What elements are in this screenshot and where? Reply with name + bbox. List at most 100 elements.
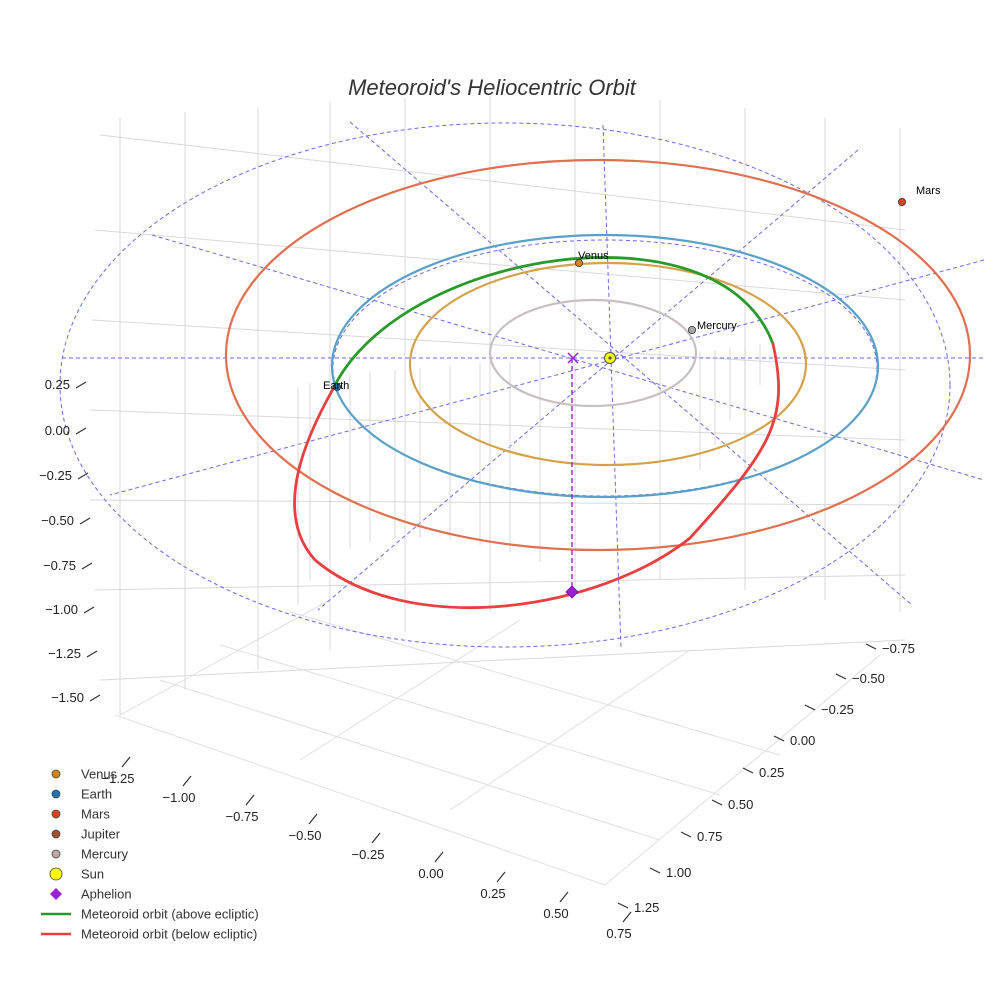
z-tick-mark xyxy=(77,472,89,480)
z-tick-mark xyxy=(75,427,87,435)
z-tick-label: −1.50 xyxy=(51,690,84,705)
z-tick-mark xyxy=(79,517,91,525)
floor-grid-line xyxy=(299,619,521,761)
legend-swatch-mercury xyxy=(51,849,61,859)
x-tick-label: −0.75 xyxy=(226,809,259,824)
floor-grid-line xyxy=(449,649,691,811)
x-tick-mark xyxy=(434,851,444,863)
y-tick-label: 1.00 xyxy=(666,865,691,880)
z-tick-mark xyxy=(86,650,98,658)
legend-swatch-mars xyxy=(51,809,61,819)
legend-swatch-venus xyxy=(51,769,61,779)
x-tick-mark xyxy=(559,891,569,903)
orbit-venus xyxy=(408,261,808,467)
y-tick-label: −0.75 xyxy=(882,641,915,656)
meteoroid-orbit-above xyxy=(331,256,775,391)
box-grid-line xyxy=(94,229,906,301)
box-grid-line xyxy=(99,639,906,681)
legend-label-sun: Sun xyxy=(81,867,104,882)
box-grid-line xyxy=(89,409,906,441)
ecliptic-outer-ring xyxy=(59,122,951,648)
z-tick-label: −0.75 xyxy=(43,558,76,573)
legend-label-meteoroid-orbit-below-ecliptic: Meteoroid orbit (below ecliptic) xyxy=(81,927,257,942)
y-tick-label: 0.75 xyxy=(697,829,722,844)
meteoroid-drop-lines xyxy=(297,344,761,605)
x-tick-label: −0.50 xyxy=(289,828,322,843)
aphelion-marker xyxy=(565,585,579,599)
z-tick-label: 0.25 xyxy=(45,377,70,392)
sun-center-dot xyxy=(608,356,612,360)
mars-marker xyxy=(898,197,907,206)
earth-label: Earth xyxy=(323,380,349,392)
orbit-mars xyxy=(224,158,972,552)
x-tick-mark xyxy=(371,832,381,844)
x-tick-label: 0.25 xyxy=(480,886,505,901)
y-tick-label: 0.00 xyxy=(790,733,815,748)
x-tick-mark xyxy=(245,794,255,806)
legend-label-earth: Earth xyxy=(81,787,112,802)
y-tick-mark xyxy=(773,735,785,742)
z-tick-label: −1.00 xyxy=(45,602,78,617)
floor-grid-line xyxy=(114,714,606,886)
venus-marker xyxy=(575,258,584,267)
legend-label-mercury: Mercury xyxy=(81,847,128,862)
legend-label-aphelion: Aphelion xyxy=(81,887,132,902)
z-tick-mark xyxy=(83,606,95,614)
mercury-marker xyxy=(688,325,697,334)
x-tick-label: −1.00 xyxy=(163,790,196,805)
z-tick-label: −0.25 xyxy=(39,468,72,483)
axes-grid xyxy=(89,96,906,886)
earth-marker xyxy=(332,382,341,391)
ecliptic-spoke xyxy=(602,124,622,649)
orbit-earth xyxy=(330,233,880,499)
y-tick-label: 0.25 xyxy=(759,765,784,780)
aphelion-projection-cross xyxy=(567,352,579,364)
legend: Venus Earth Mars Jupiter Mercury Sun Aphelion M… xyxy=(41,767,259,942)
ecliptic-spoke xyxy=(151,234,984,481)
legend-swatch-jupiter xyxy=(51,829,61,839)
floor-grid-line xyxy=(289,611,781,756)
legend-label-jupiter: Jupiter xyxy=(81,827,121,842)
marker-layer: Venus Earth Mars Mercury xyxy=(323,185,941,599)
z-tick-label: 0.00 xyxy=(45,423,70,438)
legend-swatch-aphelion xyxy=(50,888,62,900)
y-tick-mark xyxy=(680,831,692,838)
x-tick-label: −1.25 xyxy=(102,771,135,786)
y-tick-mark xyxy=(617,902,629,909)
mercury-label: Mercury xyxy=(697,320,737,332)
floor-grid-line xyxy=(604,654,881,886)
z-tick-label: −1.25 xyxy=(48,646,81,661)
meteoroid-orbit-below xyxy=(293,342,780,609)
y-tick-mark xyxy=(711,799,723,806)
legend-swatch-sun xyxy=(49,867,63,881)
chart-title: Meteoroid's Heliocentric Orbit xyxy=(348,75,637,100)
floor-grid-line xyxy=(119,599,331,716)
x-tick-mark xyxy=(622,911,632,923)
x-tick-label: 0.50 xyxy=(543,906,568,921)
legend-label-mars: Mars xyxy=(81,807,110,822)
x-tick-mark xyxy=(496,871,506,883)
y-tick-mark xyxy=(804,704,816,711)
y-tick-mark xyxy=(742,767,754,774)
legend-label-venus: Venus xyxy=(81,767,118,782)
z-tick-label: −0.50 xyxy=(41,513,74,528)
venus-label: Venus xyxy=(578,250,609,262)
orbit-layer xyxy=(224,158,972,609)
x-tick-mark xyxy=(182,775,192,787)
y-tick-label: −0.25 xyxy=(821,702,854,717)
y-tick-label: 0.50 xyxy=(728,797,753,812)
x-tick-label: −0.25 xyxy=(352,847,385,862)
floor-grid-line xyxy=(159,679,661,841)
z-tick-mark xyxy=(89,694,101,702)
box-grid-line xyxy=(91,319,906,371)
legend-swatch-earth xyxy=(51,789,61,799)
x-tick-mark xyxy=(308,813,318,825)
y-tick-label: 1.25 xyxy=(634,900,659,915)
y-tick-mark xyxy=(865,643,877,650)
ecliptic-spoke xyxy=(349,121,913,606)
x-tick-label: 0.00 xyxy=(418,866,443,881)
axis-ticks: 0.25 0.00 −0.25 −0.50 −0.75 −1.00 −1.25 −1.50 −1… xyxy=(39,377,915,941)
x-tick-mark xyxy=(121,756,131,768)
orbit-mercury xyxy=(488,298,698,408)
